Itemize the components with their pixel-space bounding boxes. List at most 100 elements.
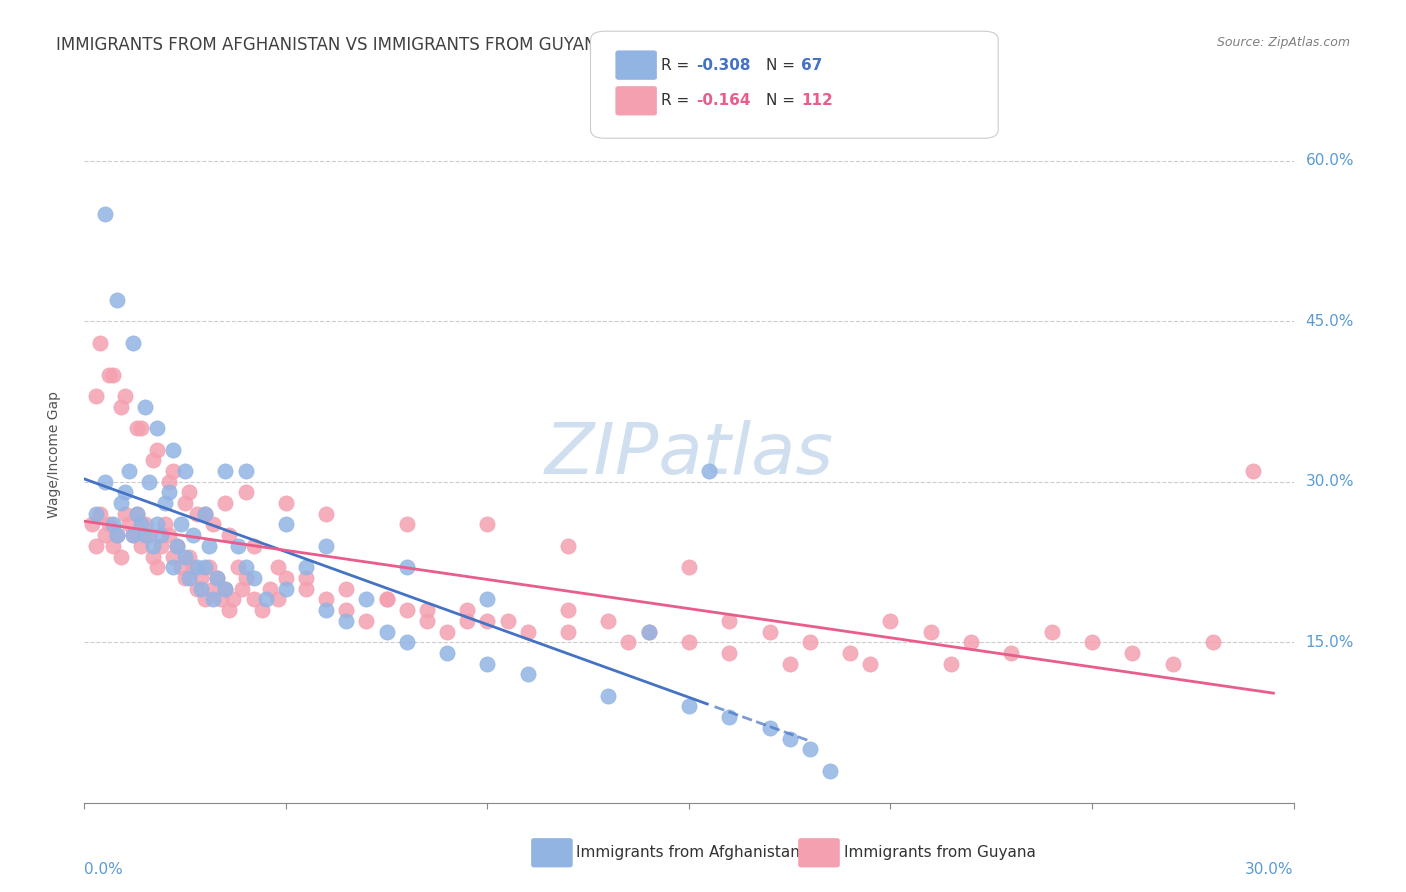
Text: 67: 67 — [801, 58, 823, 72]
Point — [190, 571, 212, 585]
Point — [395, 517, 418, 532]
Text: Source: ZipAtlas.com: Source: ZipAtlas.com — [1216, 36, 1350, 49]
Point — [170, 517, 193, 532]
Point — [335, 603, 357, 617]
Point — [202, 592, 225, 607]
Text: 60.0%: 60.0% — [1306, 153, 1354, 168]
Point — [110, 496, 132, 510]
Point — [174, 549, 197, 564]
Point — [254, 592, 277, 607]
Point — [395, 603, 418, 617]
Point — [315, 539, 337, 553]
Point — [97, 368, 120, 382]
Point — [194, 560, 217, 574]
Point — [166, 539, 188, 553]
Text: -0.308: -0.308 — [696, 58, 751, 72]
Text: ZIPatlas: ZIPatlas — [544, 420, 834, 490]
Point — [758, 624, 780, 639]
Point — [138, 528, 160, 542]
Point — [218, 528, 240, 542]
Point — [395, 560, 418, 574]
Point — [242, 571, 264, 585]
Point — [598, 689, 620, 703]
Text: N =: N = — [766, 94, 800, 108]
Point — [121, 335, 143, 350]
Point — [214, 582, 236, 596]
Point — [436, 624, 458, 639]
Point — [181, 560, 204, 574]
Point — [142, 453, 165, 467]
Point — [235, 571, 257, 585]
Point — [235, 560, 257, 574]
Point — [250, 603, 273, 617]
Point — [267, 560, 290, 574]
Point — [105, 293, 128, 307]
Point — [920, 624, 942, 639]
Point — [138, 475, 160, 489]
Point — [125, 507, 148, 521]
Point — [267, 592, 290, 607]
Point — [456, 603, 478, 617]
Text: Wage/Income Gap: Wage/Income Gap — [48, 392, 60, 518]
Point — [121, 528, 143, 542]
Point — [97, 517, 120, 532]
Point — [758, 721, 780, 735]
Point — [179, 549, 201, 564]
Point — [105, 528, 128, 542]
Point — [235, 464, 257, 478]
Point — [222, 592, 245, 607]
Point — [101, 539, 124, 553]
Point — [162, 464, 184, 478]
Point — [134, 528, 156, 542]
Point — [194, 592, 217, 607]
Point — [557, 624, 579, 639]
Point — [142, 549, 165, 564]
Point — [315, 507, 337, 521]
Point — [162, 442, 184, 457]
Point — [129, 539, 152, 553]
Text: IMMIGRANTS FROM AFGHANISTAN VS IMMIGRANTS FROM GUYANA WAGE/INCOME GAP CORRELATIO: IMMIGRANTS FROM AFGHANISTAN VS IMMIGRANT… — [56, 36, 960, 54]
Point — [101, 368, 124, 382]
Point — [198, 539, 221, 553]
Point — [859, 657, 882, 671]
Point — [86, 507, 108, 521]
Point — [93, 528, 115, 542]
Point — [129, 421, 152, 435]
Point — [477, 657, 499, 671]
Point — [157, 485, 180, 500]
Point — [1121, 646, 1143, 660]
Point — [129, 517, 152, 532]
Point — [146, 442, 169, 457]
Point — [89, 335, 111, 350]
Point — [259, 582, 281, 596]
Text: R =: R = — [661, 94, 695, 108]
Point — [456, 614, 478, 628]
Point — [274, 517, 297, 532]
Point — [186, 560, 208, 574]
Text: 15.0%: 15.0% — [1306, 635, 1354, 649]
Point — [118, 517, 141, 532]
Point — [82, 517, 104, 532]
Point — [436, 646, 458, 660]
Point — [149, 539, 172, 553]
Point — [226, 560, 249, 574]
Point — [86, 539, 108, 553]
Point — [153, 496, 176, 510]
Text: R =: R = — [661, 58, 695, 72]
Point — [1040, 624, 1063, 639]
Text: 112: 112 — [801, 94, 834, 108]
Point — [101, 517, 124, 532]
Point — [153, 517, 176, 532]
Point — [194, 507, 217, 521]
Point — [162, 549, 184, 564]
Point — [110, 400, 132, 414]
Point — [186, 582, 208, 596]
Point — [335, 614, 357, 628]
Point — [356, 592, 378, 607]
Point — [598, 614, 620, 628]
Point — [939, 657, 962, 671]
Point — [146, 517, 169, 532]
Point — [375, 592, 398, 607]
Point — [110, 549, 132, 564]
Text: 0.0%: 0.0% — [84, 862, 124, 877]
